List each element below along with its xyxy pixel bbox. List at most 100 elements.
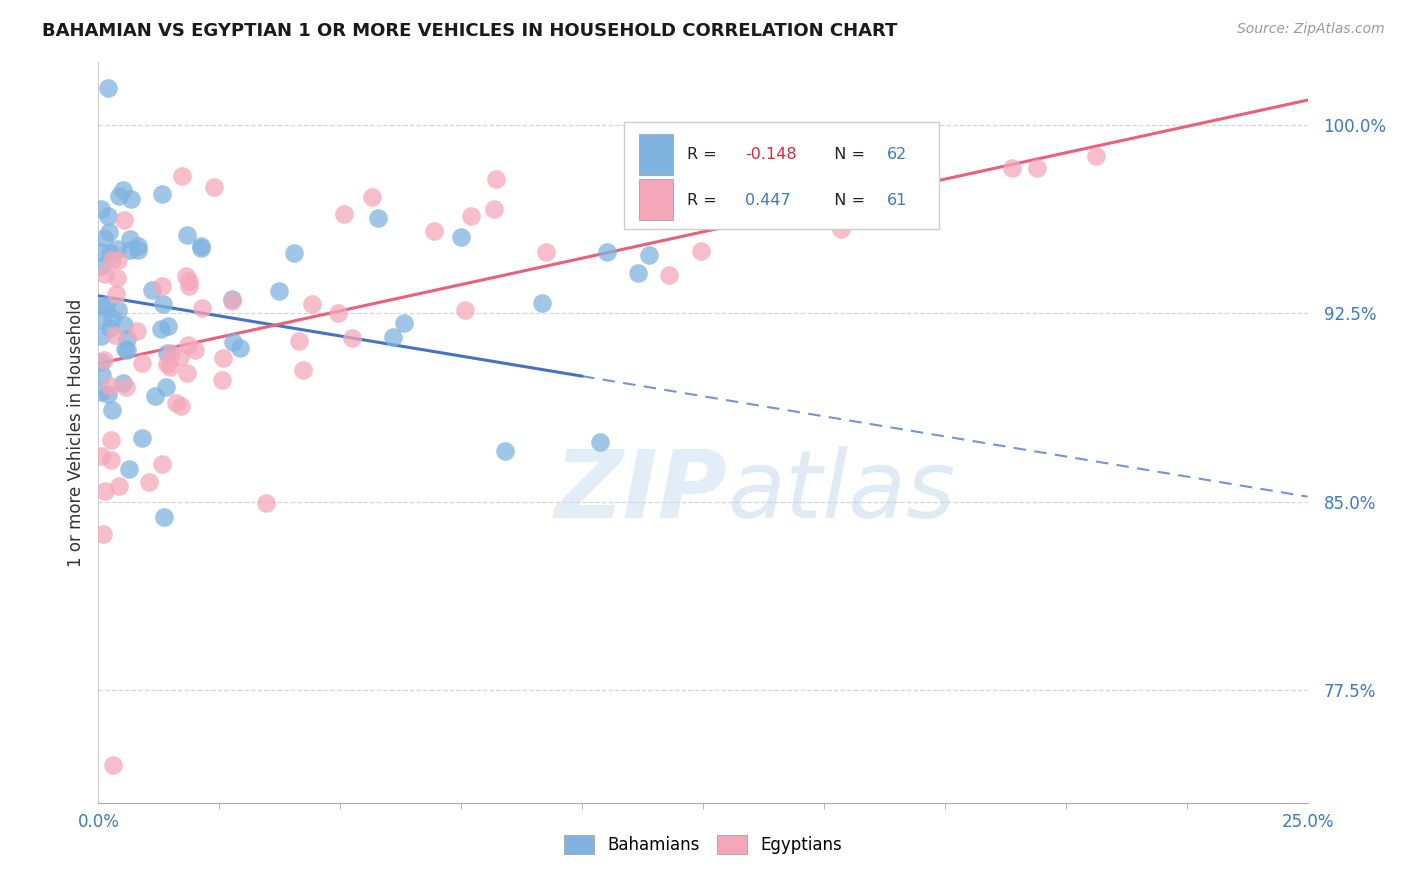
Point — [254, 496, 277, 510]
Point — [690, 244, 713, 258]
Point — [589, 435, 612, 450]
Point — [159, 360, 181, 375]
Point — [340, 331, 363, 345]
Text: Source: ZipAtlas.com: Source: ZipAtlas.com — [1237, 22, 1385, 37]
Point — [228, 341, 250, 355]
Point — [100, 453, 122, 467]
FancyBboxPatch shape — [624, 121, 939, 229]
Point — [1085, 149, 1108, 163]
Point — [114, 343, 136, 357]
Point — [91, 259, 114, 273]
Point — [153, 509, 176, 524]
Text: R =: R = — [688, 147, 723, 162]
Text: ZIP: ZIP — [554, 446, 727, 538]
Point — [93, 352, 115, 367]
Text: R =: R = — [688, 194, 723, 209]
Point — [93, 267, 115, 281]
Point — [112, 183, 135, 197]
Point — [111, 376, 134, 391]
Point — [450, 229, 472, 244]
Point — [112, 318, 135, 332]
Point — [90, 384, 112, 399]
Point — [495, 443, 517, 458]
Point — [627, 266, 650, 280]
Point — [101, 402, 124, 417]
Bar — [638, 135, 673, 175]
Text: 62: 62 — [887, 147, 907, 162]
Point — [222, 334, 245, 349]
Point — [104, 328, 127, 343]
Point — [830, 222, 852, 236]
Point — [288, 334, 311, 348]
Point — [596, 245, 619, 260]
Point — [179, 278, 201, 293]
Point — [382, 330, 405, 344]
Point — [485, 172, 508, 186]
Point — [90, 450, 112, 464]
Point — [454, 303, 477, 318]
Text: BAHAMIAN VS EGYPTIAN 1 OR MORE VEHICLES IN HOUSEHOLD CORRELATION CHART: BAHAMIAN VS EGYPTIAN 1 OR MORE VEHICLES … — [42, 22, 897, 40]
Point — [157, 318, 180, 333]
Point — [97, 80, 120, 95]
Point — [1001, 161, 1024, 175]
Point — [190, 238, 212, 252]
Point — [107, 478, 129, 492]
Point — [104, 286, 127, 301]
Point — [191, 301, 214, 315]
Bar — [638, 179, 673, 220]
Point — [107, 253, 129, 268]
Point — [98, 245, 121, 260]
Text: atlas: atlas — [727, 446, 956, 537]
Text: N =: N = — [824, 194, 870, 209]
Point — [176, 338, 198, 352]
Point — [150, 279, 173, 293]
Point — [291, 363, 314, 377]
Point — [176, 228, 198, 243]
Point — [93, 527, 115, 541]
Text: N =: N = — [824, 147, 870, 162]
Point — [90, 202, 112, 216]
Point — [98, 321, 121, 335]
Point — [1025, 161, 1047, 175]
Point — [658, 268, 681, 282]
Point — [150, 457, 173, 471]
Point — [169, 350, 191, 364]
Point — [91, 312, 114, 326]
Point — [202, 180, 225, 194]
Point — [333, 207, 356, 221]
Point — [156, 358, 179, 372]
Point — [97, 209, 120, 223]
Point — [394, 316, 416, 330]
Point — [174, 268, 197, 283]
Point — [101, 758, 124, 772]
Point — [159, 345, 181, 359]
Point — [211, 374, 233, 388]
Point — [190, 241, 212, 255]
Point — [127, 239, 149, 253]
Point — [283, 246, 305, 260]
Point — [138, 475, 160, 489]
Point — [112, 213, 135, 227]
Point — [423, 224, 446, 238]
Point — [176, 366, 198, 380]
Point — [879, 178, 901, 192]
Text: 61: 61 — [887, 194, 907, 209]
Point — [638, 248, 661, 262]
Point — [221, 294, 243, 309]
Point — [141, 283, 163, 297]
Y-axis label: 1 or more Vehicles in Household: 1 or more Vehicles in Household — [66, 299, 84, 566]
Point — [90, 244, 112, 259]
Point — [301, 297, 323, 311]
Point — [269, 284, 291, 298]
Point — [115, 333, 138, 347]
Point — [152, 297, 174, 311]
Point — [94, 483, 117, 498]
Point — [484, 202, 506, 217]
Text: -0.148: -0.148 — [745, 147, 797, 162]
Point — [530, 296, 553, 310]
Point — [97, 225, 120, 239]
Point — [120, 192, 142, 206]
Point — [460, 209, 482, 223]
Point — [165, 395, 187, 409]
Point — [326, 306, 349, 320]
